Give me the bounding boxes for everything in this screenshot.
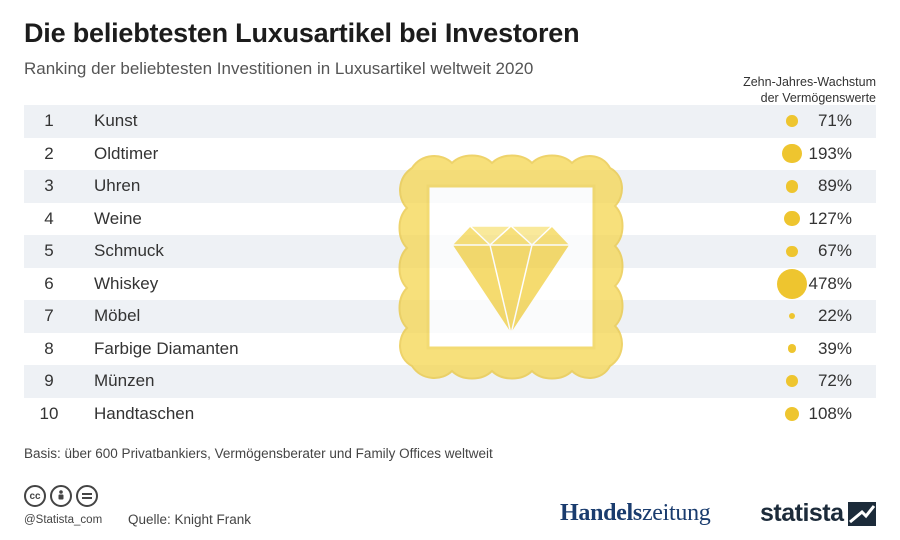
growth-value-label: 72% [817, 371, 852, 390]
statista-handle[interactable]: @Statista_com [24, 514, 103, 526]
table-row: 4 Weine 127% [24, 203, 876, 236]
item-label: Kunst [94, 111, 138, 130]
table-row: 8 Farbige Diamanten 39% [24, 333, 876, 366]
chart-title: Die beliebtesten Luxusartikel bei Invest… [24, 18, 580, 48]
rank-label: 8 [44, 338, 54, 358]
handelszeitung-logo-bold: Handels [560, 500, 642, 526]
by-icon[interactable] [50, 485, 72, 507]
growth-bubble [784, 211, 800, 227]
growth-column-header-line2: der Vermögenswerte [760, 91, 876, 105]
item-label: Münzen [94, 371, 155, 390]
item-label: Weine [94, 208, 142, 228]
growth-bubble [784, 406, 800, 421]
growth-column-header-line1: Zehn-Jahres-Wachstum [743, 75, 876, 89]
growth-bubble [785, 179, 799, 193]
table-row: 10 Handtaschen 108% [24, 398, 876, 431]
rank-label: 9 [44, 371, 54, 390]
growth-column-header: Zehn-Jahres-Wachstum der Vermögenswerte [676, 74, 876, 106]
growth-value-label: 39% [817, 338, 852, 358]
growth-value-label: 22% [817, 306, 852, 325]
rank-label: 5 [44, 241, 54, 260]
table-row: 1 Kunst 71% [24, 105, 876, 138]
growth-value-label: 108% [808, 403, 852, 423]
item-label: Möbel [94, 306, 141, 325]
rank-label: 7 [44, 306, 54, 325]
license-icons: cc [24, 485, 98, 507]
nd-icon[interactable] [76, 485, 98, 507]
growth-bubble [786, 245, 798, 257]
rank-label: 10 [39, 403, 59, 423]
table-row: 6 Whiskey 478% [24, 268, 876, 301]
growth-value-label: 127% [808, 208, 852, 228]
growth-value-label: 71% [817, 111, 852, 130]
growth-bubble [788, 313, 796, 320]
growth-value-label: 193% [808, 143, 852, 163]
source-note: Quelle: Knight Frank [128, 512, 252, 527]
item-label: Uhren [94, 176, 141, 195]
chart-subtitle: Ranking der beliebtesten Investitionen i… [24, 59, 534, 78]
statista-logo-icon [848, 502, 876, 526]
rank-label: 4 [44, 208, 54, 228]
growth-bubble [786, 115, 798, 128]
growth-bubble [777, 268, 807, 299]
item-label: Farbige Diamanten [94, 338, 239, 358]
item-label: Oldtimer [94, 143, 159, 163]
rank-label: 1 [44, 111, 54, 130]
table-row: 2 Oldtimer 193% [24, 138, 876, 171]
statista-logo[interactable]: statista [760, 499, 844, 527]
cc-icon[interactable]: cc [24, 485, 46, 507]
growth-value-label: 89% [817, 176, 852, 195]
rank-label: 2 [44, 143, 54, 163]
framed-diamond-icon [398, 154, 624, 380]
rank-label: 6 [44, 273, 54, 293]
growth-value-label: 478% [808, 273, 852, 293]
item-label: Handtaschen [94, 403, 195, 423]
item-label: Schmuck [94, 241, 164, 260]
item-label: Whiskey [94, 273, 159, 293]
handelszeitung-logo[interactable]: Handelszeitung [560, 500, 711, 527]
growth-bubble [787, 344, 797, 354]
growth-bubble [786, 375, 798, 388]
growth-bubble [782, 144, 802, 164]
basis-note: Basis: über 600 Privatbankiers, Vermögen… [24, 446, 493, 461]
rank-label: 3 [44, 176, 54, 195]
growth-value-label: 67% [817, 241, 852, 260]
handelszeitung-logo-light: zeitung [641, 500, 711, 526]
